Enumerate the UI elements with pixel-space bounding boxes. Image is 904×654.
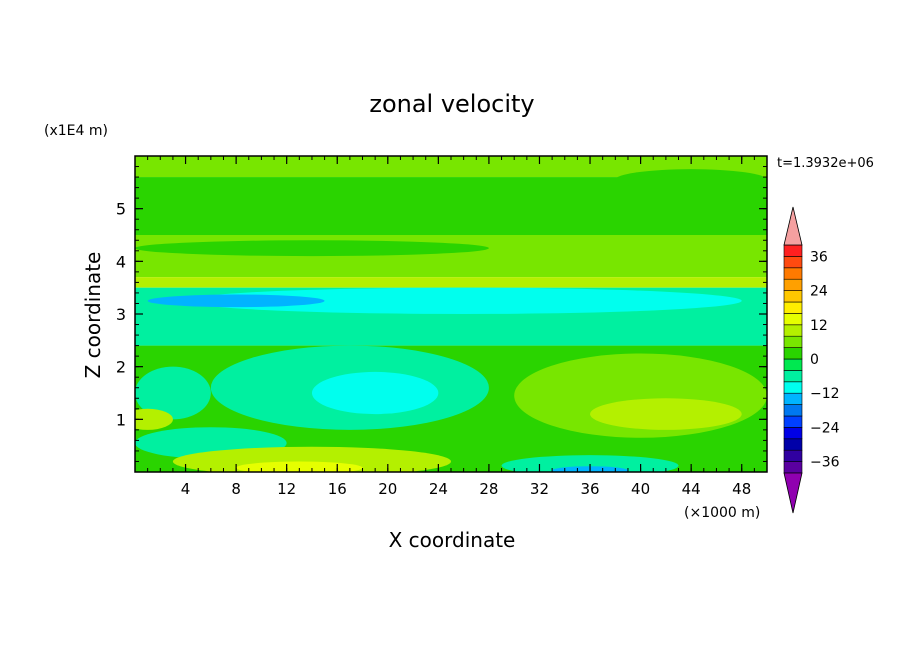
x-tick-label: 32 (530, 480, 549, 498)
colorbar-swatch (783, 449, 803, 462)
x-tick-label: 36 (580, 480, 599, 498)
x-tick-label: 44 (682, 480, 701, 498)
colorbar-swatch (783, 370, 803, 383)
colorbar-swatch (783, 244, 803, 257)
contour-band (135, 156, 767, 178)
colorbar-over-arrow (783, 206, 803, 246)
colorbar-swatch (783, 381, 803, 394)
colorbar-label: −24 (810, 420, 840, 436)
y-tick-label: 4 (116, 252, 126, 271)
chart-title: zonal velocity (369, 90, 534, 118)
colorbar-swatch (783, 404, 803, 417)
colorbar-swatch (783, 278, 803, 291)
y-axis-ticks: 1 2 3 4 5 (116, 166, 767, 462)
y-unit-label: (x1E4 m) (44, 123, 108, 139)
colorbar-swatch (783, 347, 803, 360)
colorbar-swatch (783, 313, 803, 326)
colorbar-label: 0 (810, 352, 819, 368)
colorbar-label: −12 (810, 386, 840, 402)
x-tick-label: 12 (277, 480, 296, 498)
colorbar-swatch (783, 290, 803, 303)
contour-region (615, 169, 767, 191)
contour-band (135, 277, 767, 288)
colorbar-label: −36 (810, 455, 840, 471)
x-tick-label: 4 (181, 480, 191, 498)
contour-region (135, 240, 489, 257)
contour-region (590, 398, 742, 430)
contour-region (236, 461, 363, 472)
contour-region (147, 294, 325, 308)
y-tick-label: 1 (116, 410, 126, 429)
x-tick-label: 48 (732, 480, 751, 498)
colorbar-swatch (783, 256, 803, 269)
time-label: t=1.3932e+06 (777, 156, 874, 171)
colorbar-swatch (783, 438, 803, 451)
colorbar-swatch (783, 267, 803, 280)
x-tick-label: 16 (328, 480, 347, 498)
x-tick-label: 28 (479, 480, 498, 498)
x-tick-label: 8 (231, 480, 241, 498)
contour-region (135, 366, 211, 420)
colorbar-under-arrow (783, 472, 803, 514)
colorbar: 36 24 12 0 −12 −24 −36 (783, 206, 840, 514)
y-axis-label: Z coordinate (81, 252, 105, 379)
colorbar-swatch (783, 301, 803, 314)
colorbar-swatch (783, 392, 803, 405)
x-tick-label: 20 (378, 480, 397, 498)
colorbar-swatch (783, 427, 803, 440)
y-tick-label: 2 (116, 358, 126, 377)
contour-region (501, 455, 679, 472)
colorbar-label: 36 (810, 249, 828, 265)
x-tick-label: 24 (429, 480, 448, 498)
colorbar-swatch (783, 461, 803, 474)
colorbar-swatch (783, 324, 803, 337)
contour-plot-area (135, 156, 767, 472)
colorbar-swatch (783, 358, 803, 371)
contour-region (185, 287, 742, 315)
plot-frame (134, 155, 768, 473)
colorbar-label: 24 (810, 284, 828, 300)
x-tick-label: 40 (631, 480, 650, 498)
colorbar-swatch (783, 415, 803, 428)
contour-region (311, 371, 439, 415)
x-axis-label: X coordinate (389, 528, 516, 552)
y-tick-label: 3 (116, 305, 126, 324)
x-unit-label: (×1000 m) (684, 505, 760, 521)
contour-region (135, 408, 173, 430)
colorbar-swatch (783, 335, 803, 348)
colorbar-label: 12 (810, 318, 828, 334)
y-tick-label: 5 (116, 200, 126, 219)
